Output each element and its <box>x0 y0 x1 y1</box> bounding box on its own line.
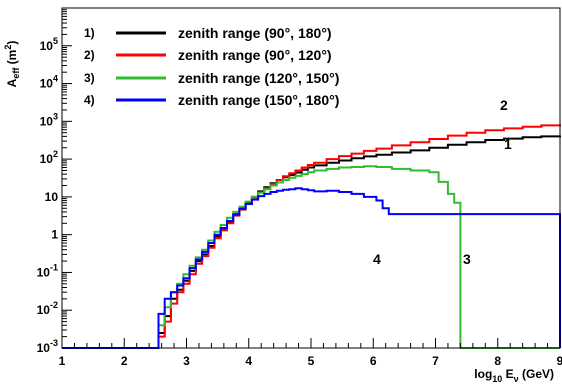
plot-area <box>62 124 561 349</box>
y-tick-label: 10-2 <box>37 300 58 317</box>
x-tick-label: 6 <box>370 354 377 368</box>
y-tick-label: 10-3 <box>37 338 58 355</box>
legend: 1) zenith range (90°, 180°) 2) zenith range… <box>84 25 339 108</box>
x-tick-label: 3 <box>183 354 190 368</box>
legend-label-2: zenith range (90°, 120°) <box>178 47 332 63</box>
series-line-3 <box>62 165 560 349</box>
legend-label-1: zenith range (90°, 180°) <box>178 25 332 41</box>
y-tick-label: 10-1 <box>37 262 58 279</box>
legend-number-3: 3) <box>84 71 95 85</box>
y-axis-title: Aeff (m2) <box>3 41 21 88</box>
x-tick-label: 9 <box>557 354 562 368</box>
y-tick-label: 105 <box>40 36 58 53</box>
y-tick-label: 102 <box>40 149 58 166</box>
x-tick-label: 1 <box>59 354 66 368</box>
y-tick-label: 10 <box>45 190 59 204</box>
legend-label-3: zenith range (120°, 150°) <box>178 70 339 86</box>
y-tick-label: 1 <box>51 228 58 242</box>
curve-labels: 1 2 3 4 <box>373 97 512 267</box>
legend-number-1: 1) <box>84 26 95 40</box>
curve-label-4: 4 <box>373 251 381 267</box>
curve-label-3: 3 <box>463 251 471 267</box>
x-tick-label: 8 <box>494 354 501 368</box>
legend-number-2: 2) <box>84 48 95 62</box>
x-tick-label: 5 <box>308 354 315 368</box>
legend-label-4: zenith range (150°, 180°) <box>178 92 339 108</box>
curve-label-2: 2 <box>500 97 508 113</box>
y-tick-label: 103 <box>40 111 58 128</box>
series-line-4 <box>62 187 561 349</box>
x-tick-label: 2 <box>121 354 128 368</box>
curve-label-1: 1 <box>504 136 512 152</box>
x-tick-label: 7 <box>432 354 439 368</box>
x-axis-title: log10 Eν (GeV) <box>474 367 554 384</box>
x-tick-label: 4 <box>245 354 252 368</box>
y-tick-label: 104 <box>40 74 58 91</box>
legend-number-4: 4) <box>84 93 95 107</box>
series-line-2 <box>62 124 561 349</box>
axes: 1 2 3 4 5 6 7 8 9 10-3 10-2 10-1 1 10 102 103 104 105 Aeff… <box>3 7 562 384</box>
series-line-1 <box>62 135 561 349</box>
